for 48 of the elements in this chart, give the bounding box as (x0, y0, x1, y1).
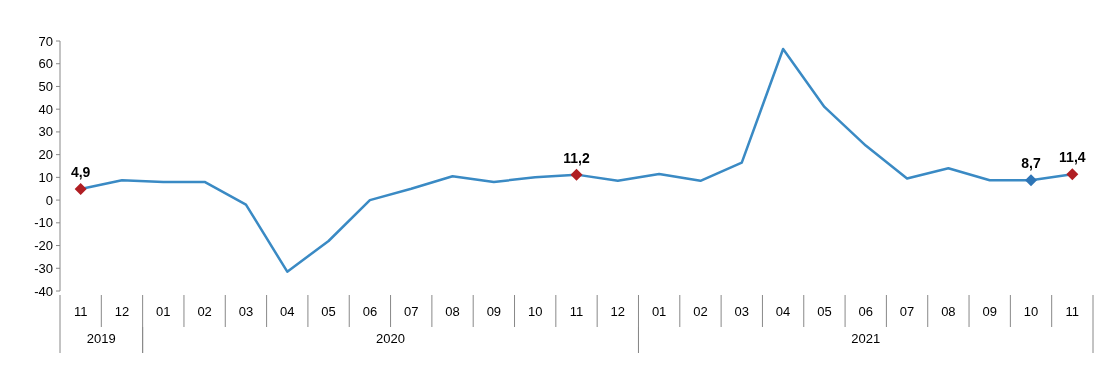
x-tick-label: 09 (982, 304, 997, 319)
x-tick-label: 10 (527, 304, 543, 319)
y-tick-label: 10 (38, 169, 53, 185)
x-tick-label: 05 (817, 304, 832, 319)
x-tick-label: 10 (1023, 304, 1039, 319)
x-tick-label: 12 (114, 304, 130, 319)
text: 2021 (851, 331, 881, 346)
x-tick-label: 05 (321, 304, 336, 319)
x-tick-label: 01 (651, 304, 667, 319)
y-tick-label: 40 (38, 101, 53, 117)
x-tick-label: 12 (610, 304, 626, 319)
text: 2019 (86, 331, 116, 346)
y-tick-label: 20 (38, 147, 53, 163)
x-tick-label: 03 (238, 304, 254, 319)
point (1025, 174, 1038, 187)
x-tick-label: 04 (280, 304, 295, 319)
y-tick-label: -40 (34, 283, 53, 299)
y-tick-label: 60 (38, 56, 53, 72)
data-label: 11,4 (1059, 149, 1086, 166)
x-tick-label: 06 (858, 304, 873, 319)
point (570, 168, 583, 181)
x-tick-label: 08 (445, 304, 460, 319)
x-tick-label: 04 (775, 304, 791, 319)
x-tick-label: 06 (362, 304, 378, 319)
y-tick-label: -20 (34, 238, 53, 254)
x-tick-label: 07 (403, 304, 419, 319)
y-tick-label: 70 (38, 33, 53, 49)
x-tick-label: 11 (73, 304, 88, 319)
y-tick-label: -10 (34, 215, 53, 231)
x-tick-label: 08 (941, 304, 956, 319)
x-tick-label: 11 (569, 304, 584, 319)
x-tick-label: 11 (1065, 304, 1080, 319)
y-tick-label: -30 (34, 260, 53, 276)
x-tick-label: 02 (693, 304, 708, 319)
x-tick-label: 03 (734, 304, 750, 319)
point (74, 182, 87, 195)
y-tick-label: 0 (45, 192, 53, 208)
y-tick-label: 50 (38, 79, 53, 94)
x-tick-label: 09 (486, 304, 502, 319)
y-tick-label: 30 (38, 124, 53, 140)
x-tick-label: 01 (156, 304, 171, 319)
x-tick-label: 02 (197, 304, 212, 319)
x-tick-label: 07 (899, 304, 915, 319)
data-label: 11,2 (563, 149, 590, 166)
data-label: 4,9 (70, 163, 91, 180)
data-label: 8,7 (1021, 155, 1041, 172)
point (1066, 168, 1079, 181)
text: 2020 (376, 331, 406, 346)
